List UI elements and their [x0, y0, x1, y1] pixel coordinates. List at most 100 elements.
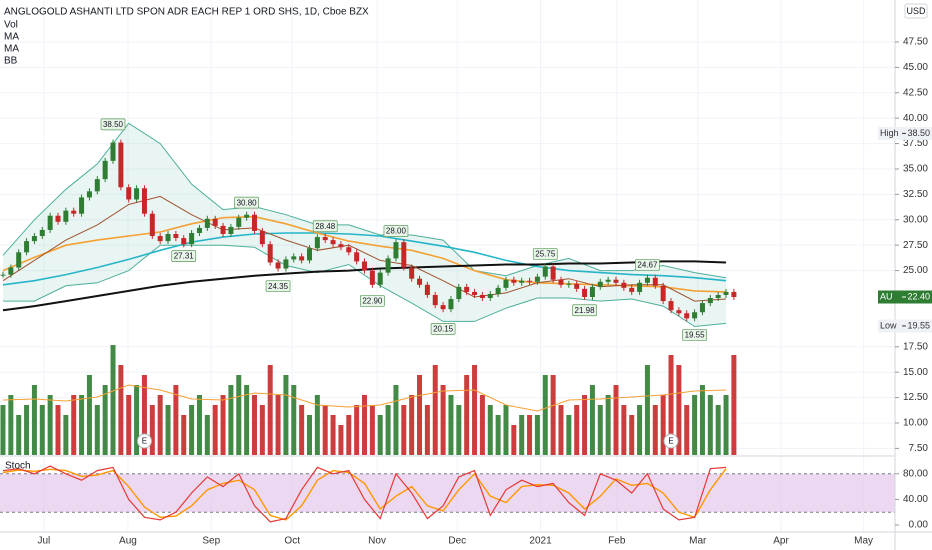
- volume-bar: [589, 385, 595, 455]
- volume-bar: [534, 415, 540, 455]
- volume-bar: [731, 355, 737, 455]
- volume-bar: [503, 405, 509, 455]
- currency-box[interactable]: [904, 3, 928, 19]
- x-tick-label: Mar: [689, 536, 707, 547]
- volume-ma-line: [2, 384, 727, 412]
- volume-bar: [417, 375, 423, 455]
- volume-bar: [275, 395, 281, 455]
- candle: [393, 242, 399, 259]
- currency: USD: [906, 6, 926, 16]
- y-tick-label: 32.50: [903, 189, 928, 200]
- volume-bar: [314, 395, 320, 455]
- volume-bar: [173, 385, 179, 455]
- volume-bar: [283, 375, 289, 455]
- candle: [668, 301, 674, 311]
- price-marker-label: 28.00: [386, 227, 407, 236]
- volume-bar: [24, 405, 30, 455]
- candle: [495, 287, 501, 294]
- volume-bar: [251, 395, 257, 455]
- candle: [637, 282, 643, 292]
- candle: [644, 277, 650, 283]
- candle: [189, 232, 195, 245]
- volume-bar: [354, 405, 360, 455]
- candle: [330, 240, 336, 245]
- axis-label-name: High: [880, 128, 899, 138]
- candle: [377, 272, 383, 285]
- volume-bar: [346, 415, 352, 455]
- volume-bar: [126, 395, 132, 455]
- candle: [259, 230, 265, 245]
- candle: [417, 278, 423, 285]
- candle: [715, 294, 721, 299]
- volume-bar: [181, 415, 187, 455]
- volume-bar: [542, 375, 548, 455]
- candle: [613, 279, 619, 283]
- price-marker-label: 24.67: [637, 261, 658, 270]
- price-marker-box: [682, 329, 707, 341]
- candle: [149, 213, 155, 237]
- ma-line: [2, 232, 727, 286]
- volume-bar: [299, 405, 305, 455]
- candle: [629, 287, 635, 292]
- price-marker-box: [100, 118, 126, 131]
- x-tick-label: Apr: [773, 536, 789, 547]
- volume-bar: [699, 385, 705, 455]
- volume-bar: [94, 405, 100, 455]
- candle: [409, 267, 415, 279]
- stoch-tick-label: 40.00: [903, 494, 928, 505]
- candle: [291, 256, 297, 260]
- y-tick-label: 30.00: [903, 214, 928, 225]
- stoch-title: Stoch: [5, 461, 31, 472]
- candle: [566, 283, 572, 285]
- axis-label-value: 38.50: [907, 128, 930, 138]
- volume-bar: [684, 405, 690, 455]
- volume-bar: [220, 395, 226, 455]
- volume-bar: [244, 385, 250, 455]
- volume-bar: [440, 385, 446, 455]
- volume-bar: [291, 385, 297, 455]
- candle: [39, 229, 45, 237]
- candle: [519, 280, 525, 283]
- candle: [102, 160, 108, 180]
- volume-bar: [204, 415, 210, 455]
- x-tick-label: Sep: [202, 536, 220, 547]
- candle: [534, 276, 540, 282]
- volume-bar: [149, 405, 155, 455]
- candle: [16, 252, 22, 268]
- legend-entry: BB: [4, 56, 18, 67]
- volume-bar: [79, 395, 85, 455]
- candle: [31, 236, 37, 242]
- candle: [731, 291, 737, 297]
- volume-bar: [432, 365, 438, 455]
- y-tick-label: 10.00: [903, 418, 928, 429]
- volume-bar: [306, 415, 312, 455]
- price-marker-label: 20.15: [433, 324, 454, 333]
- volume-bar: [629, 415, 635, 455]
- candle: [479, 294, 485, 299]
- y-tick-label: 45.00: [903, 62, 928, 73]
- volume-bar: [47, 395, 53, 455]
- volume-bar: [558, 405, 564, 455]
- volume-bar: [479, 395, 485, 455]
- volume-bar: [377, 415, 383, 455]
- volume-bar: [424, 405, 430, 455]
- earnings-label: E: [142, 437, 147, 446]
- candle: [8, 267, 14, 275]
- volume-bar: [409, 395, 415, 455]
- volume-bar: [39, 405, 45, 455]
- candle: [94, 179, 100, 192]
- price-marker-box: [383, 225, 409, 237]
- x-tick-label: Feb: [608, 536, 626, 547]
- volume-bar: [71, 395, 77, 455]
- candle: [597, 281, 603, 287]
- candle: [134, 188, 140, 200]
- earnings-label: E: [668, 437, 673, 446]
- volume-bar: [660, 395, 666, 455]
- volume-bar: [196, 395, 202, 455]
- candle: [464, 286, 470, 292]
- y-tick-label: 7.50: [909, 443, 929, 454]
- legend-entry: MA: [4, 44, 19, 55]
- candle: [605, 279, 611, 282]
- bb-lower-line: [3, 244, 727, 328]
